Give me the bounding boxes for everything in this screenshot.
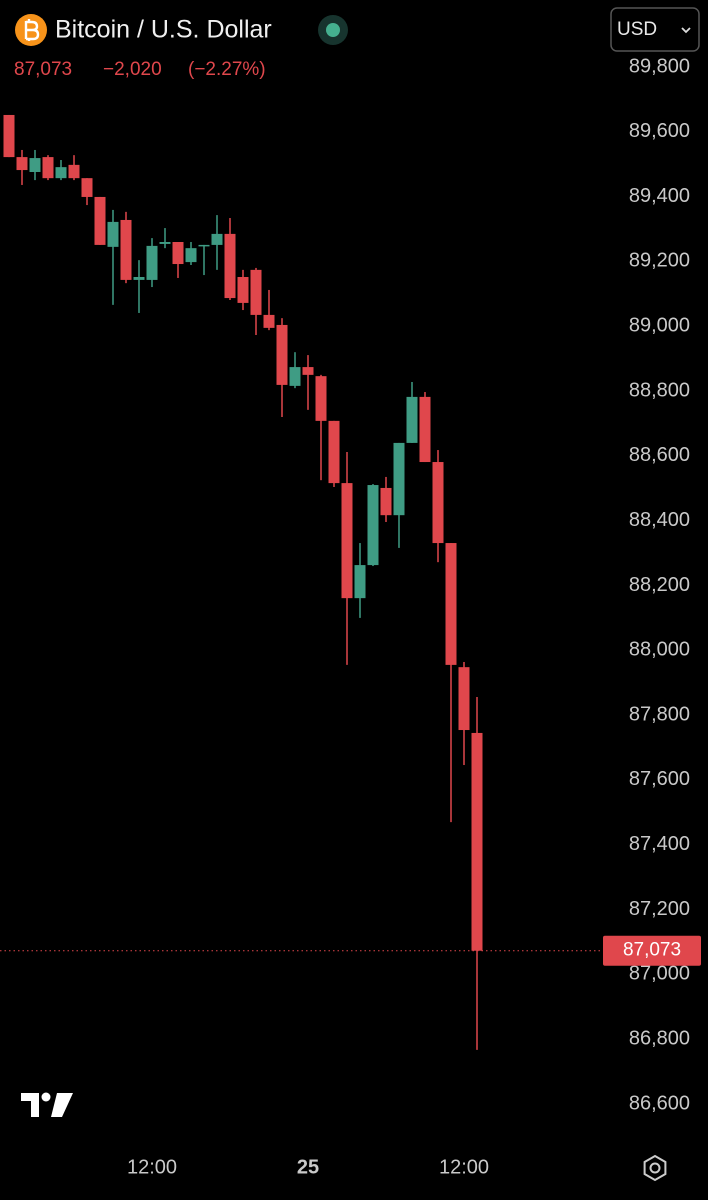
candle-body: [42, 157, 54, 179]
candle-body: [302, 367, 314, 375]
candle-body: [81, 178, 93, 197]
candle-body: [133, 276, 145, 280]
candle-body: [120, 219, 132, 280]
y-tick-label: 87,600: [629, 768, 690, 790]
last-price-tag: [603, 935, 701, 966]
status-dot: [318, 15, 348, 45]
x-tick-label: 12:00: [127, 1156, 177, 1178]
y-tick-label: 87,200: [629, 898, 690, 920]
candle-body: [432, 462, 444, 544]
y-tick-label: 88,200: [629, 574, 690, 596]
candle-body: [289, 367, 301, 386]
x-tick-label: 12:00: [439, 1156, 489, 1178]
last-price-tag-label: 87,073: [623, 940, 681, 961]
candle-body: [237, 276, 249, 303]
candle-body: [68, 164, 80, 179]
change: −2,020: [103, 59, 162, 80]
candle-body: [276, 324, 288, 385]
y-tick-label: 89,400: [629, 185, 690, 207]
candle-body: [458, 667, 470, 731]
y-tick-label: 89,800: [629, 55, 690, 77]
candle-body: [367, 485, 379, 566]
candle-body: [94, 196, 106, 245]
candle-body: [263, 314, 275, 328]
candle-body: [406, 396, 418, 443]
candle-body: [250, 269, 262, 315]
chart-title: Bitcoin / U.S. Dollar: [55, 16, 272, 44]
currency-dropdown[interactable]: [610, 7, 700, 52]
currency-label: USD: [617, 19, 657, 40]
candle-body: [107, 221, 119, 247]
y-tick-label: 88,800: [629, 379, 690, 401]
y-tick-label: 87,000: [629, 963, 690, 985]
candle-body: [29, 158, 41, 173]
candle-body: [380, 487, 392, 516]
y-tick-label: 86,600: [629, 1092, 690, 1114]
y-tick-label: 86,800: [629, 1027, 690, 1049]
candle-body: [393, 442, 405, 516]
plot: 86,600 86,800 87,000 87,200 87,400 87,600 87,8…: [0, 55, 701, 1178]
candle-body: [341, 483, 353, 599]
y-tick-label: 88,600: [629, 444, 690, 466]
candle-body: [146, 245, 158, 280]
candle-body: [16, 157, 28, 171]
candle-body: [315, 376, 327, 421]
y-tick-label: 87,400: [629, 833, 690, 855]
y-tick-label: 88,400: [629, 509, 690, 531]
x-tick-label: 25: [297, 1156, 319, 1178]
candle-body: [159, 241, 171, 244]
tradingview-logo: [21, 1092, 73, 1117]
bitcoin-icon: [15, 14, 47, 46]
dropdown-arrow: [681, 27, 691, 34]
candle-body: [185, 248, 197, 263]
settings-icon[interactable]: [643, 1154, 667, 1182]
y-tick-label: 89,200: [629, 250, 690, 272]
candle-body: [471, 732, 483, 951]
candle-body: [354, 565, 366, 599]
last-price: 87,073: [14, 59, 72, 80]
candle-body: [445, 543, 457, 665]
candle-body: [198, 244, 210, 247]
y-tick-label: 87,800: [629, 703, 690, 725]
candle-body: [224, 233, 236, 299]
candle-body: [328, 420, 340, 484]
change-percent: (−2.27%): [188, 59, 266, 80]
candle-body: [172, 241, 184, 265]
y-tick-label: 89,600: [629, 120, 690, 142]
y-tick-label: 88,000: [629, 639, 690, 661]
candle-body: [55, 167, 67, 179]
y-tick-label: 89,000: [629, 315, 690, 337]
candle-body: [3, 114, 15, 158]
candle-body: [419, 396, 431, 463]
candle-body: [211, 233, 223, 245]
